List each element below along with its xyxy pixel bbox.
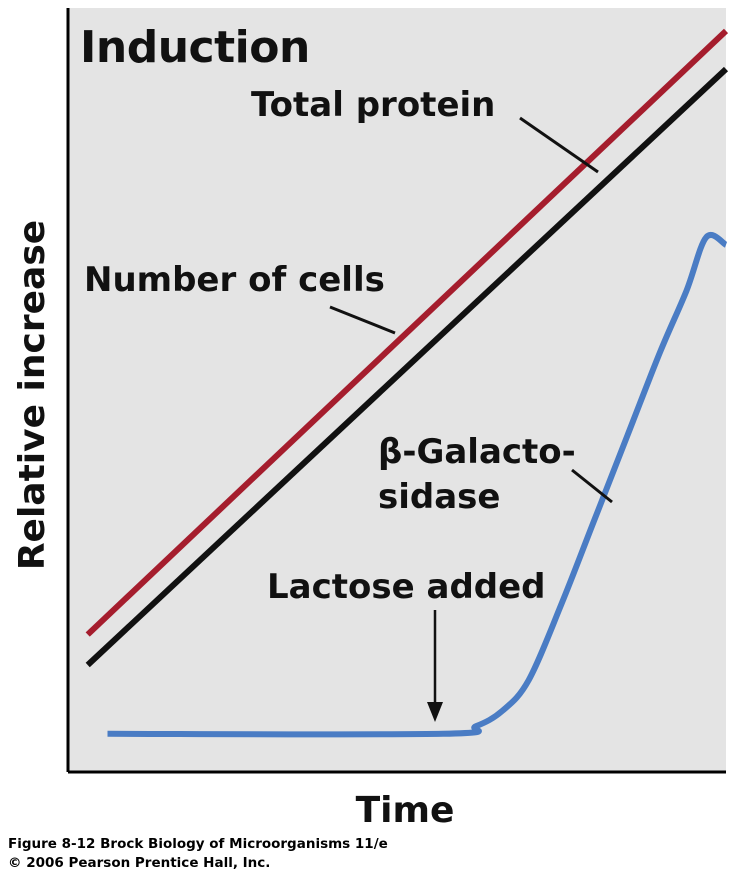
total-protein-pointer [519,116,599,174]
galactosidase-line [107,232,728,738]
chart-title: Induction [80,22,310,73]
total-protein-label: Total protein [251,85,495,125]
galactosidase-pointer [571,468,613,504]
lactose-added-label: Lactose added [267,567,546,607]
number-of-cells-line [85,66,729,668]
figure-caption-line2: © 2006 Pearson Prentice Hall, Inc. [8,855,271,871]
galactosidase-label-line2: sidase [378,477,500,517]
number-of-cells-label: Number of cells [84,260,385,300]
lactose-added-arrowhead [427,702,443,722]
total-protein-line [85,28,729,637]
galactosidase-label-line1: β-Galacto- [378,432,576,472]
y-axis-label: Relative increase [12,220,53,570]
figure-caption-line1: Figure 8-12 Brock Biology of Microorgani… [8,836,388,852]
series-layer [85,28,729,738]
x-axis-label: Time [356,790,455,831]
number-of-cells-pointer [329,305,396,335]
